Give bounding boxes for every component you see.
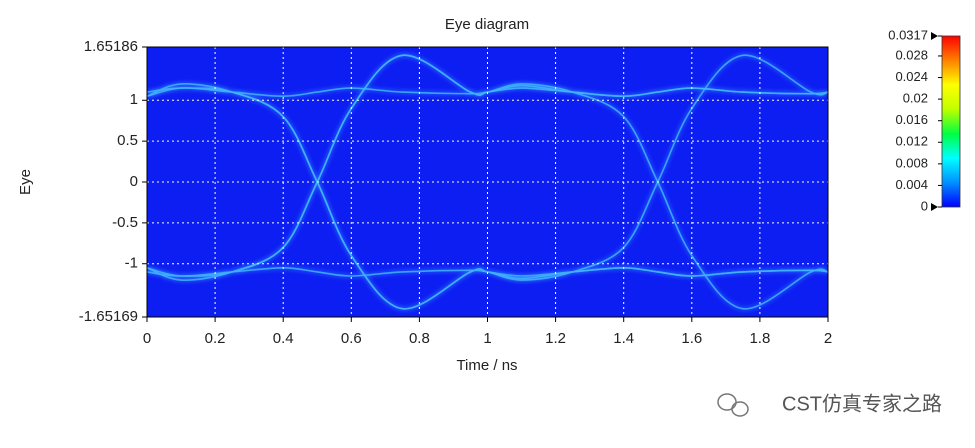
colorbar: 0 0.004 0.008 0.012 0.016 0.02 0.024 0.028 0.031… (888, 27, 961, 213)
x-tick-label: 2 (824, 330, 832, 347)
x-tick-label: 1.8 (749, 330, 770, 347)
colorbar-tick-label: 0.0317 (888, 27, 928, 42)
colorbar-tick-label: 0.012 (895, 134, 928, 149)
colorbar-tick-label: 0.004 (895, 177, 928, 192)
eye-trace (147, 54, 828, 281)
y-tick-label: -1 (125, 255, 138, 272)
x-tick-label: 0.4 (273, 330, 294, 347)
watermark-icon (717, 393, 749, 417)
y-axis-label: Eye (17, 169, 34, 195)
eye-trace (147, 83, 828, 310)
x-tick-label: 0.8 (409, 330, 430, 347)
x-axis-label: Time / ns (456, 357, 517, 374)
y-tick-label: 1 (130, 91, 138, 108)
x-tick-label: 0 (143, 330, 151, 347)
colorbar-limit-marker (931, 32, 938, 40)
colorbar-tick-label: 0.02 (903, 91, 928, 106)
y-tick-label: 0 (130, 173, 138, 190)
plot-frame (146, 46, 829, 318)
y-tick-label: -0.5 (112, 214, 138, 231)
y-tick-label: 1.65186 (84, 38, 138, 55)
y-tick-label: 0.5 (117, 132, 138, 149)
chart-title: Eye diagram (445, 16, 529, 33)
colorbar-tick-label: 0.016 (895, 112, 928, 127)
watermark: CST仿真专家之路 (782, 392, 942, 415)
x-tick-label: 1.2 (545, 330, 566, 347)
x-tick-label: 0.6 (341, 330, 362, 347)
y-tick-label: -1.65169 (79, 308, 138, 325)
colorbar-gradient (941, 35, 961, 208)
colorbar-tick-label: 0.008 (895, 155, 928, 170)
colorbar-tick-label: 0 (921, 198, 928, 213)
x-tick-label: 1.6 (681, 330, 702, 347)
colorbar-tick-label: 0.028 (895, 47, 928, 62)
x-tick-label: 1.4 (613, 330, 634, 347)
colorbar-limit-marker (931, 203, 938, 211)
x-tick-label: 1 (483, 330, 491, 347)
colorbar-tick-label: 0.024 (895, 69, 928, 84)
x-tick-label: 0.2 (205, 330, 226, 347)
